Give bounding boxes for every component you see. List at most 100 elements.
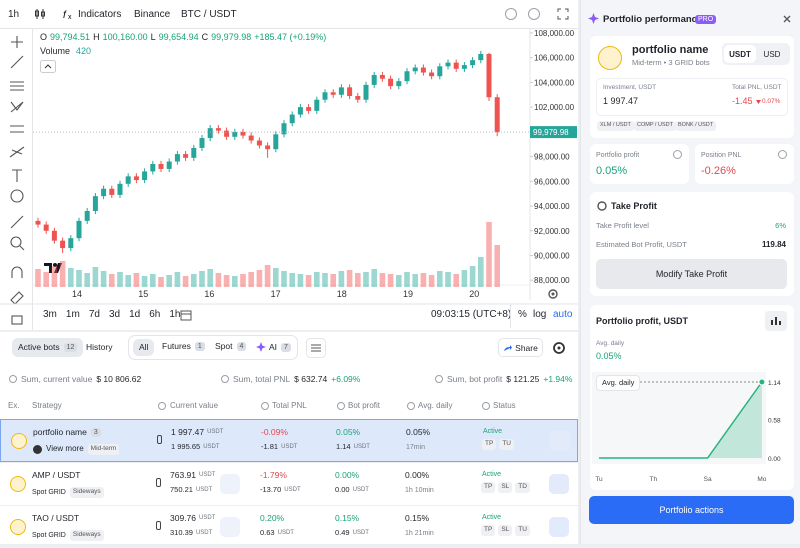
ohlc-change: +185.47 (+0.19%) [254,32,327,42]
log-toggle[interactable]: log [533,309,547,320]
candle-body [273,134,279,150]
indicators[interactable]: Indicators [78,9,122,20]
pair-tag: BONK / USDT [675,121,717,131]
row-menu[interactable] [550,431,570,451]
add-funds-button[interactable] [220,474,240,494]
ai-icon [256,342,266,352]
filter-label: All [139,342,149,353]
chart-toggle[interactable] [765,311,787,331]
tab-count: 12 [63,343,78,352]
timeframe[interactable]: 7d [88,309,100,320]
row-menu[interactable] [549,517,569,537]
timeframe[interactable]: 1h [169,309,181,320]
y-tick-label: 0.00 [768,456,781,463]
close-button[interactable] [783,15,791,23]
modify-tp-button[interactable]: Modify Take Profit [596,259,787,289]
date-range-button[interactable] [180,309,192,321]
volume-bar [84,273,90,287]
portfolio-actions-button[interactable]: Portfolio actions [589,496,794,524]
filter-group [128,335,298,360]
strategy-tag: Mid-term [87,444,120,455]
add-funds-button[interactable] [220,517,240,537]
coin-icon [10,476,26,492]
strategy-meta: View more Mid-term [33,444,120,455]
filter[interactable]: Spot 4 [215,342,247,351]
share-button[interactable]: Share [498,338,543,357]
x-tick-label: 16 [204,289,214,299]
y-tick-label: 88,000.00 [534,276,570,285]
bot-row[interactable]: TAO / USDT Spot GRID Sideways 309.76 USDT 310… [0,505,578,548]
candle-body [109,188,115,195]
y-tick-label: 104,000.00 [534,78,575,87]
ohlc-value: 99,979.98 [211,32,252,42]
column-header[interactable]: Avg. daily [418,401,453,410]
fullscreen-button[interactable] [557,8,569,20]
bot-name: AMP / USDT [32,470,81,480]
tp-est: 119.84 [761,240,786,249]
currency-option[interactable]: USDT [724,45,756,63]
sum-value: $ 121.25 [506,374,540,384]
last-price-label: 99,979.98 [533,128,569,137]
settings-button[interactable] [528,8,540,20]
volume-bar [182,276,189,287]
tab-active[interactable]: Active bots 12 [12,338,84,357]
auto-toggle[interactable]: auto [553,309,573,320]
y-tick-label: 106,000.00 [534,54,575,63]
volume-bar [330,274,336,287]
total-pnl-sub: -1.81 USDT [261,443,297,451]
bot-row[interactable]: portfolio name 3 View more Mid-term 1 997.47… [0,419,578,462]
filter[interactable]: Futures 1 [162,342,205,351]
filter-settings[interactable] [306,338,326,358]
bot-profit-sub-value: 1.14 [336,442,351,451]
candle-body [240,131,246,136]
column-header[interactable]: Bot profit [348,401,381,410]
candle-body [289,114,295,124]
zoom-button[interactable] [505,8,517,20]
strategy-name: portfolio name 3 [33,428,101,437]
view-more[interactable]: View more [46,444,84,454]
candle-body [355,96,361,100]
pair[interactable]: BTC / USDT [181,9,237,20]
timeframe[interactable]: 1m [65,309,80,320]
percent-toggle[interactable]: % [518,309,527,320]
phone-icon [156,478,161,487]
candle-icon[interactable] [34,8,46,20]
column-header[interactable]: Status [493,401,516,410]
filter-active[interactable]: All [133,339,155,356]
volume-bar [486,222,492,287]
candle-body [453,62,459,69]
volume-label: Volume [40,46,71,56]
timeframe[interactable]: 6h [149,309,161,320]
profit-chart-title: Portfolio profit, USDT [596,316,688,326]
bot-count: 3 [90,428,101,437]
table-settings[interactable] [551,340,567,356]
currency-option[interactable]: USD [763,49,781,59]
timeframe[interactable]: 1d [129,309,141,320]
bot-row[interactable]: AMP / USDT Spot GRID Sideways 763.91 USDT 750… [0,462,578,505]
timeframe[interactable]: 3d [108,309,121,320]
column-header[interactable]: Total PNL [272,401,307,410]
profit-line [599,381,763,459]
total-pnl-value: -0.09% [261,427,288,437]
investment-value: 1 997.47 [603,96,639,106]
timeframe[interactable]: 3m [43,309,57,320]
volume-bar [494,245,500,287]
drawing-tools[interactable] [6,32,28,328]
bot-profit: 0.15% [335,514,359,523]
exchange[interactable]: Binance [134,9,171,20]
divider [0,28,578,29]
candle-body [478,53,484,61]
column-header[interactable]: Current value [170,401,219,410]
status: Active [482,514,502,521]
interval[interactable]: 1h [8,9,20,20]
collapse-button[interactable] [40,60,56,73]
panel-title: Portfolio performance [603,14,703,25]
volume-bar [281,271,287,287]
volume-bar [428,275,435,287]
filter[interactable]: AI 7 [256,342,291,352]
row-menu[interactable] [549,474,569,494]
tab[interactable]: History [86,342,113,352]
chart-settings[interactable] [547,288,559,300]
y-tick-label: 1.14 [768,380,781,387]
strategy-type: Spot GRID [32,488,66,496]
